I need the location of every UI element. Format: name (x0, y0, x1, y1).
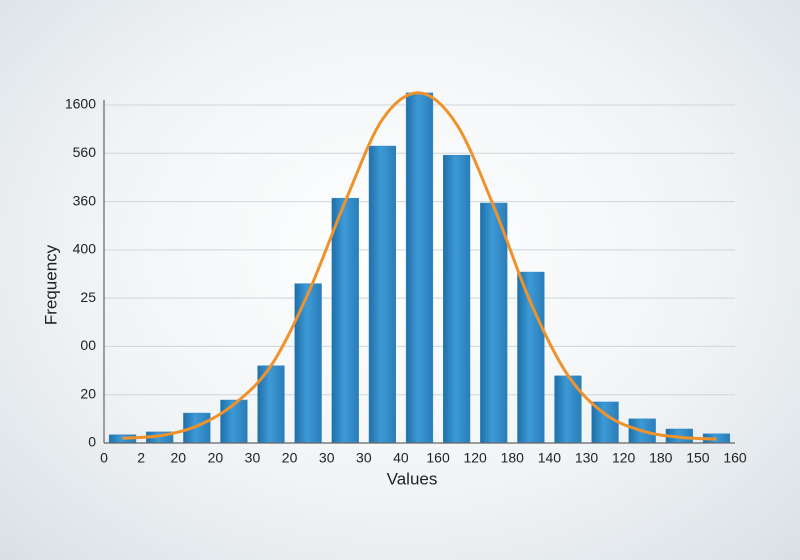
bar (443, 154, 471, 444)
y-tick-label: 400 (73, 241, 97, 257)
bar (405, 92, 434, 444)
bar (480, 202, 508, 444)
x-tick-label: 30 (319, 450, 335, 466)
y-tick-label: 00 (80, 337, 96, 353)
x-axis-title: Values (387, 469, 438, 488)
x-tick-label: 180 (649, 450, 673, 466)
x-tick-label: 160 (426, 450, 450, 466)
bar (331, 197, 359, 444)
x-tick-label: 20 (282, 450, 298, 466)
y-tick-label: 560 (73, 144, 97, 160)
x-tick-label: 2 (137, 450, 145, 466)
y-tick-label: 360 (73, 192, 97, 208)
bar (368, 145, 396, 444)
x-tick-label: 160 (723, 450, 747, 466)
x-tick-label: 20 (170, 450, 186, 466)
y-tick-label: 20 (80, 385, 96, 401)
x-tick-label: 120 (463, 450, 487, 466)
foreground: 0 20 00 25 400 360 560 1600 0 2 20 20 30 20 30 30 40 160 1… (65, 91, 747, 466)
x-tick-label: 140 (538, 450, 562, 466)
x-tick-label: 180 (501, 450, 525, 466)
bar (183, 412, 211, 444)
x-tick-label: 20 (208, 450, 224, 466)
y-tick-label: 0 (88, 434, 96, 450)
bar (294, 283, 322, 444)
x-tick-label: 130 (575, 450, 599, 466)
fit-curve (122, 91, 717, 441)
x-tick-label: 0 (100, 450, 108, 466)
x-tick-label: 150 (686, 450, 710, 466)
y-tick-label: 25 (80, 289, 96, 305)
x-tick-label: 30 (356, 450, 372, 466)
y-axis-title: Frequency (41, 244, 60, 325)
y-tick-label: 1600 (65, 96, 96, 112)
x-tick-label: 40 (393, 450, 409, 466)
x-tick-label: 120 (612, 450, 636, 466)
bar (220, 399, 248, 444)
bar (517, 271, 545, 444)
bars (108, 92, 731, 444)
x-tick-label: 30 (245, 450, 261, 466)
